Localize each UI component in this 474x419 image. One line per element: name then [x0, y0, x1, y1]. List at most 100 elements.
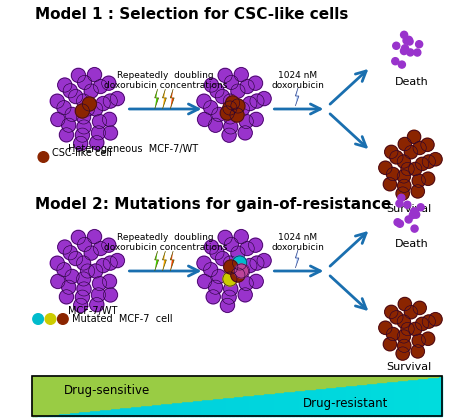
Bar	[270, 376, 271, 416]
Circle shape	[210, 84, 224, 98]
Bar	[109, 376, 110, 416]
Bar	[397, 376, 398, 380]
Circle shape	[204, 101, 218, 115]
Bar	[207, 376, 208, 416]
Bar	[147, 376, 148, 416]
Bar	[229, 376, 230, 397]
Bar	[305, 376, 307, 389]
Bar	[137, 376, 138, 406]
Bar	[43, 376, 44, 416]
Bar	[334, 376, 336, 416]
Bar	[243, 376, 244, 396]
Bar	[421, 376, 423, 378]
Bar	[338, 376, 339, 416]
Bar	[148, 376, 149, 416]
Bar	[319, 376, 320, 388]
Bar	[231, 376, 233, 396]
Bar	[365, 376, 367, 383]
Bar	[82, 376, 84, 411]
Bar	[348, 376, 349, 385]
Circle shape	[77, 120, 91, 134]
Bar	[431, 376, 432, 416]
Bar	[149, 376, 151, 416]
Circle shape	[421, 138, 434, 151]
Circle shape	[397, 330, 410, 343]
Bar	[357, 376, 359, 384]
Bar	[219, 376, 220, 398]
Circle shape	[212, 107, 226, 122]
Circle shape	[198, 112, 212, 127]
Bar	[234, 376, 236, 416]
Bar	[237, 376, 238, 416]
Bar	[70, 376, 72, 412]
Bar	[125, 376, 126, 407]
Circle shape	[103, 94, 117, 108]
Bar	[330, 376, 331, 387]
Bar	[82, 376, 84, 416]
Circle shape	[59, 290, 73, 304]
Bar	[243, 376, 244, 416]
Bar	[434, 376, 435, 416]
Bar	[218, 376, 219, 398]
Bar	[159, 376, 160, 403]
Bar	[352, 376, 353, 416]
Bar	[346, 376, 348, 385]
Bar	[174, 376, 175, 416]
Bar	[199, 376, 200, 400]
Bar	[326, 376, 327, 416]
Bar	[381, 376, 382, 416]
Bar	[128, 376, 129, 407]
Bar	[81, 376, 82, 416]
Bar	[147, 376, 148, 405]
Bar	[327, 376, 328, 416]
Bar	[85, 376, 87, 416]
Bar	[299, 376, 300, 416]
Bar	[35, 376, 36, 416]
Circle shape	[397, 155, 410, 168]
Bar	[360, 376, 361, 416]
Bar	[96, 376, 98, 416]
Bar	[368, 376, 370, 383]
Circle shape	[227, 102, 241, 116]
Circle shape	[413, 141, 426, 155]
Bar	[268, 376, 270, 393]
Bar	[304, 376, 305, 390]
Bar	[80, 376, 81, 416]
Bar	[207, 376, 208, 399]
Circle shape	[234, 264, 248, 278]
Bar	[87, 376, 88, 411]
Bar	[428, 376, 430, 416]
Bar	[408, 376, 409, 416]
Bar	[279, 376, 281, 416]
Circle shape	[76, 272, 91, 286]
Bar	[383, 376, 385, 416]
Bar	[275, 376, 277, 392]
Bar	[316, 376, 318, 416]
Bar	[58, 376, 59, 416]
Bar	[204, 376, 206, 416]
Bar	[330, 376, 331, 416]
Bar	[409, 376, 410, 379]
Circle shape	[401, 163, 414, 176]
Bar	[107, 376, 109, 409]
Bar	[154, 376, 155, 416]
Circle shape	[397, 315, 410, 328]
Circle shape	[421, 332, 435, 345]
Bar	[373, 376, 374, 416]
Bar	[180, 376, 181, 401]
Bar	[80, 376, 81, 411]
Bar	[64, 376, 65, 416]
Bar	[310, 376, 311, 389]
Bar	[189, 376, 191, 401]
Bar	[315, 376, 316, 388]
Bar	[46, 376, 47, 415]
Circle shape	[45, 314, 56, 324]
Bar	[266, 376, 267, 416]
Circle shape	[57, 263, 71, 277]
Bar	[173, 376, 174, 402]
Circle shape	[416, 157, 429, 171]
Bar	[169, 376, 170, 403]
Bar	[396, 376, 397, 380]
Bar	[307, 376, 308, 416]
Bar	[163, 376, 164, 416]
